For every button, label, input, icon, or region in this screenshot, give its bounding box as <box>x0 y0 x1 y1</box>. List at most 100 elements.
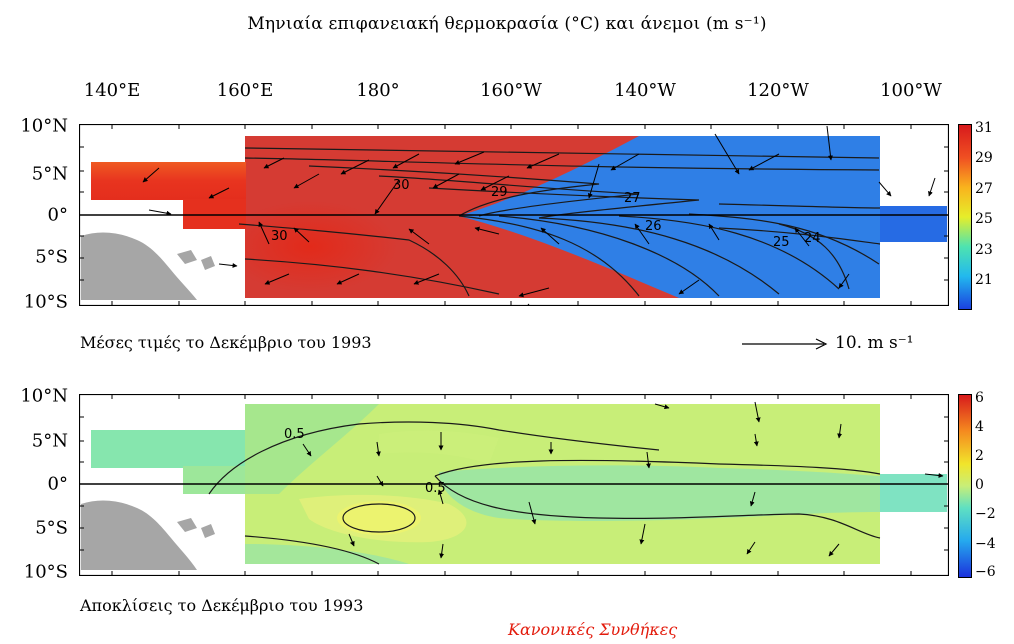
wind-vector <box>480 175 510 191</box>
wind-vector <box>714 133 740 175</box>
wind-vector <box>708 223 720 241</box>
reference-wind-arrow <box>742 338 828 350</box>
latitude-label-5s-bottom: 5°S <box>35 517 68 539</box>
wind-vector <box>208 187 230 199</box>
colorbar-tick-label: 27 <box>975 181 993 197</box>
wind-vector <box>302 443 312 457</box>
wind-vector <box>639 523 646 545</box>
longitude-label-100w: 100°W <box>880 80 942 101</box>
wind-vectors <box>142 125 936 306</box>
colorbar-tick-label: 31 <box>975 120 993 136</box>
latitude-label-0-bottom: 0° <box>47 473 68 495</box>
contour-label: 30 <box>271 229 288 244</box>
colorbar-tick-label: 21 <box>975 272 993 288</box>
sst-field <box>91 136 947 298</box>
sst-contour-labels: 30 29 27 26 25 24 30 <box>271 178 821 250</box>
latitude-label-10n-top: 10°N <box>20 115 68 137</box>
wind-vector <box>258 221 270 245</box>
colorbar-tick-label: 23 <box>975 242 993 258</box>
wind-vector <box>540 227 560 245</box>
colorbar-tick-label: −6 <box>975 564 996 580</box>
mean-sst-map: 30 29 27 26 25 24 30 <box>79 124 949 306</box>
colorbar-tick-label: 0 <box>975 477 984 493</box>
sst-colorbar <box>958 124 972 310</box>
wind-vector <box>264 273 290 285</box>
wind-vector <box>587 163 600 199</box>
wind-vector <box>432 173 460 189</box>
contour-label: 0.5 <box>284 427 305 442</box>
colorbar-tick-label: 25 <box>975 211 993 227</box>
wind-vector <box>754 401 761 423</box>
wind-vector <box>392 153 420 169</box>
wind-vector <box>439 543 445 559</box>
wind-vector <box>526 153 560 169</box>
colorbar-tick-label: 29 <box>975 150 993 166</box>
latitude-label-5s-top: 5°S <box>35 246 68 268</box>
colorbar-tick-label: −4 <box>975 536 996 552</box>
wind-vector <box>348 533 355 547</box>
wind-vector <box>263 157 285 169</box>
wind-vector <box>148 209 172 216</box>
anomaly-contours <box>208 421 881 565</box>
wind-vector <box>293 173 320 189</box>
wind-vector <box>678 279 700 295</box>
wind-vector <box>634 223 650 245</box>
wind-vector <box>748 153 780 171</box>
latitude-label-5n-bottom: 5°N <box>31 430 68 452</box>
wind-vector <box>826 125 833 161</box>
wind-vector <box>610 153 640 171</box>
wind-vector <box>837 423 843 439</box>
anomaly-sst-map: 0.5 0.5 <box>79 394 949 576</box>
wind-vector <box>437 489 444 505</box>
figure-title: Μηνιαία επιφανειακή θερμοκρασία (°C) και… <box>247 14 767 34</box>
wind-vector <box>376 475 384 487</box>
wind-vector <box>375 441 381 457</box>
wind-vector <box>878 181 892 197</box>
wind-vector <box>753 433 759 447</box>
longitude-label-160w: 160°W <box>480 80 542 101</box>
wind-vector <box>408 228 430 245</box>
longitude-label-120w: 120°W <box>747 80 809 101</box>
latitude-label-0-top: 0° <box>47 204 68 226</box>
wind-vector <box>336 273 360 285</box>
contour-label: 24 <box>804 231 821 246</box>
longitude-label-140e: 140°E <box>83 80 141 101</box>
normal-conditions-link[interactable]: Κανονικές Συνθήκες <box>508 620 678 639</box>
wind-vector <box>924 473 944 478</box>
longitude-label-160e: 160°E <box>216 80 274 101</box>
latitude-label-5n-top: 5°N <box>31 163 68 185</box>
wind-vector <box>746 541 756 555</box>
wind-anomaly-vectors <box>302 401 944 559</box>
contour-label: 30 <box>393 178 410 193</box>
top-panel-caption: Μέσες τιμές το Δεκέμβριο του 1993 <box>80 333 372 352</box>
colorbar-tick-label: 4 <box>975 419 984 435</box>
wind-vector <box>340 159 370 175</box>
wind-vector <box>518 287 550 298</box>
wind-vector <box>749 491 756 507</box>
colorbar-tick-label: 2 <box>975 448 984 464</box>
wind-vector <box>454 151 485 165</box>
landmass <box>81 232 215 300</box>
wind-vector <box>413 273 440 285</box>
wind-vector <box>142 167 160 183</box>
panel-frame <box>79 124 949 306</box>
wind-vector <box>928 177 936 197</box>
contour-label: 25 <box>773 235 790 250</box>
wind-vector <box>828 543 840 557</box>
wind-vector <box>654 403 670 410</box>
longitude-label-180: 180° <box>356 80 400 101</box>
wind-vector <box>374 179 400 215</box>
contour-label: 26 <box>645 219 662 234</box>
bottom-panel-caption: Αποκλίσεις το Δεκέμβριο του 1993 <box>80 596 364 615</box>
wind-vector <box>474 226 500 235</box>
contour-label: 27 <box>624 191 641 206</box>
colorbar-tick-label: 6 <box>975 390 984 406</box>
longitude-label-140w: 140°W <box>614 80 676 101</box>
wind-vector <box>645 451 651 469</box>
wind-vector <box>528 501 537 525</box>
wind-vector <box>218 263 238 268</box>
colorbar-tick-label: −2 <box>975 506 996 522</box>
wind-vector <box>293 227 310 243</box>
sst-contours <box>238 147 881 297</box>
